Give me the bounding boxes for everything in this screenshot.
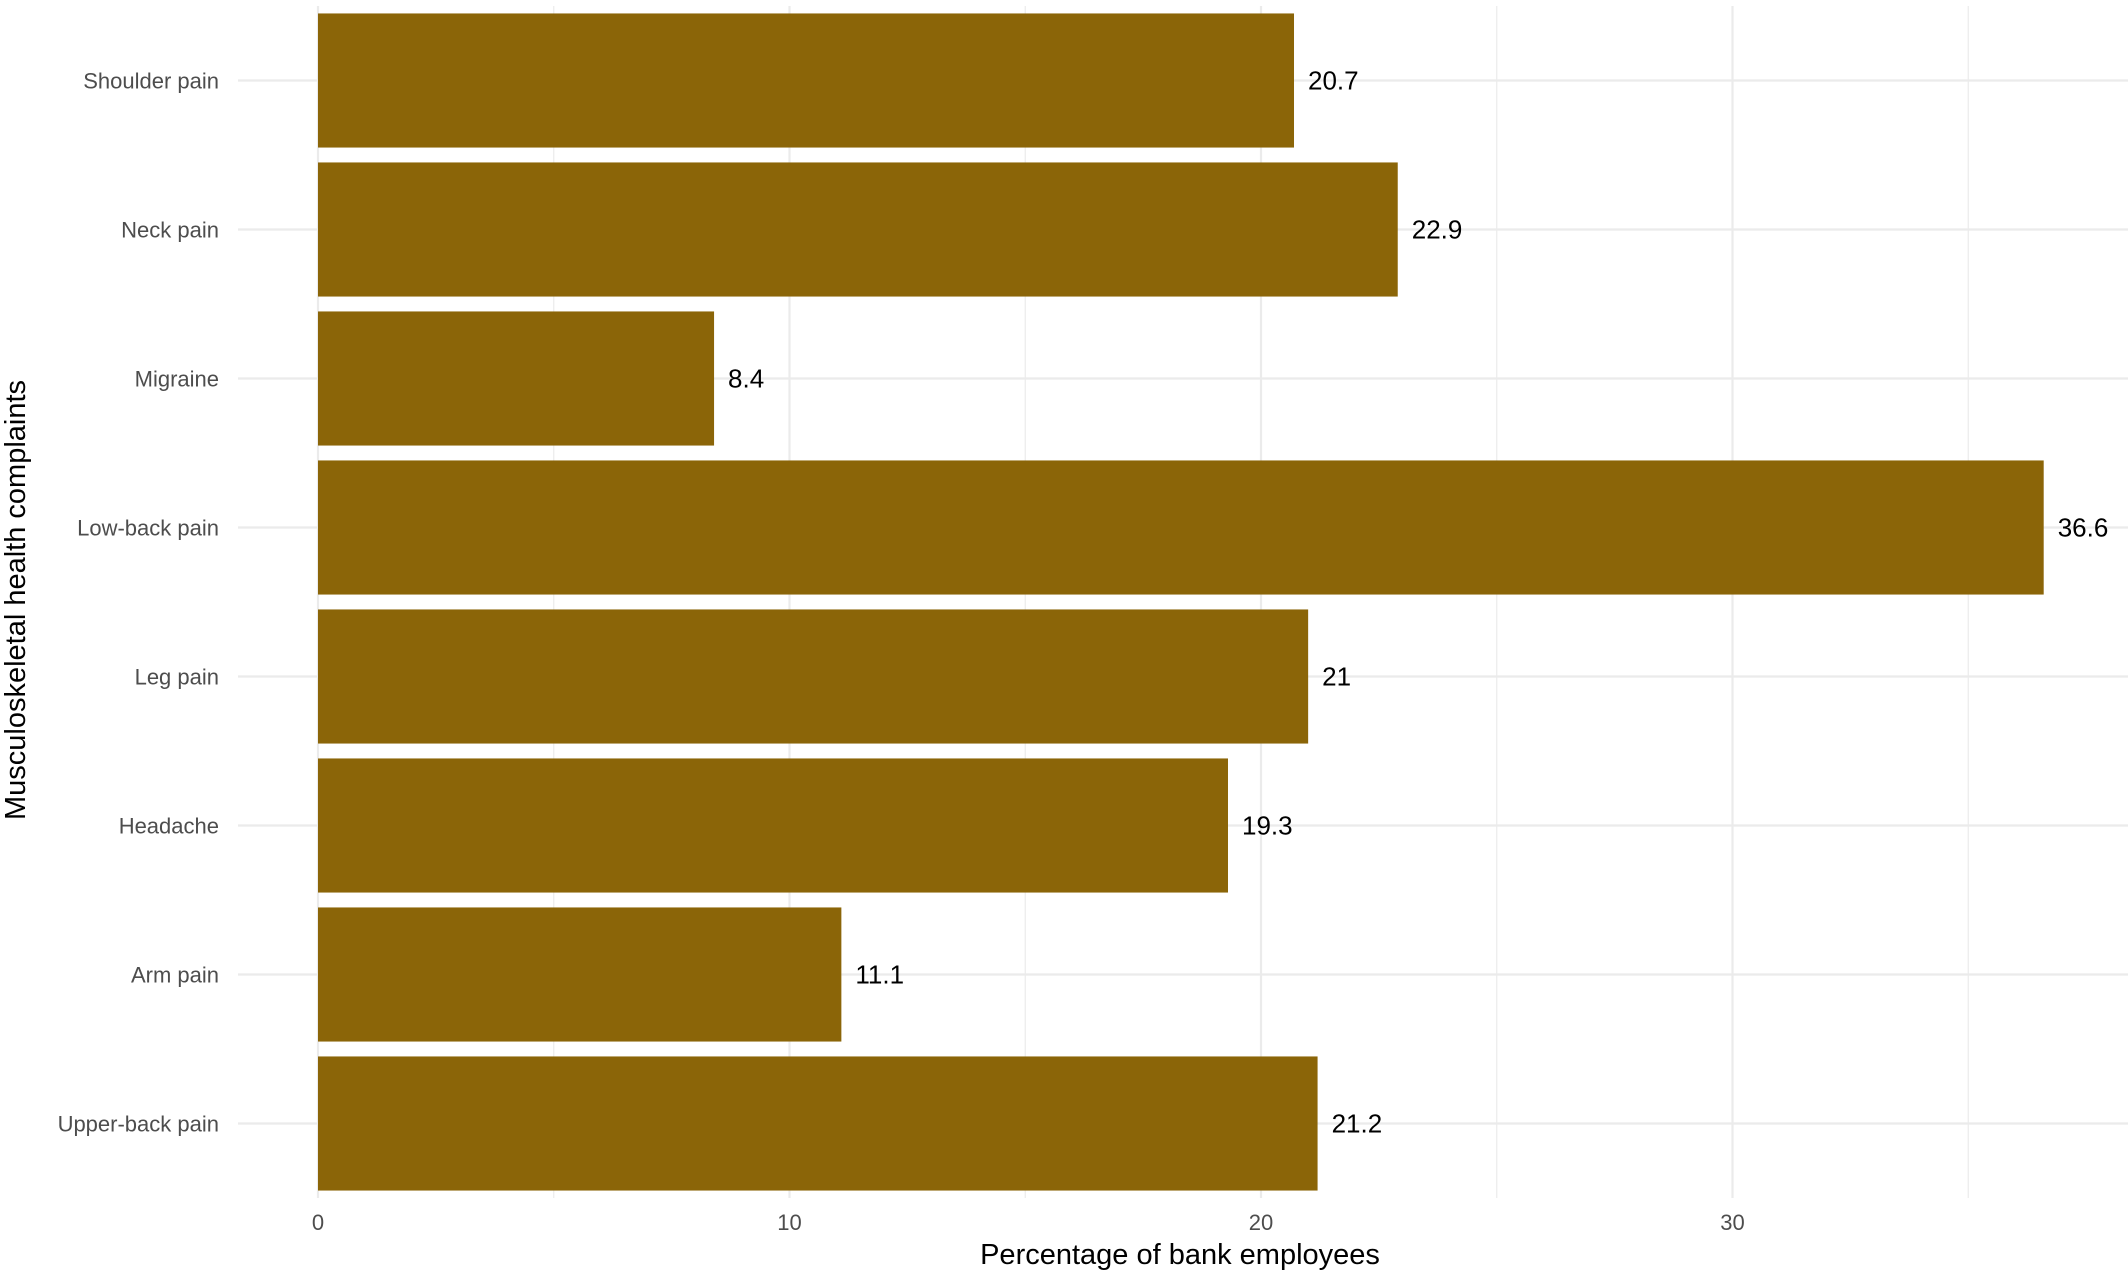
y-tick-label: Leg pain [135,665,219,690]
bar [318,1056,1318,1191]
data-label: 19.3 [1242,811,1293,841]
data-label: 20.7 [1308,66,1359,96]
data-label: 21.2 [1332,1109,1383,1139]
data-label: 11.1 [855,960,904,990]
data-labels: 21.2 11.1 19.3 21 36.6 8.4 22.9 20.7 [728,66,2108,1139]
bar [318,907,842,1042]
y-tick-label: Arm pain [131,963,219,988]
data-label: 36.6 [2058,513,2109,543]
y-tick-label: Shoulder pain [83,69,219,94]
x-tick-label: 30 [1720,1210,1744,1235]
bar [318,758,1228,893]
y-tick-label: Neck pain [121,218,219,243]
bars [318,13,2044,1191]
x-axis-title: Percentage of bank employees [980,1239,1380,1271]
y-tick-label: Upper-back pain [58,1112,219,1137]
x-tick-labels: 0 10 20 30 [312,1210,1745,1235]
data-label: 22.9 [1412,215,1463,245]
x-tick-label: 20 [1249,1210,1273,1235]
y-tick-labels: Upper-back pain Arm pain Headache Leg pain L… [58,69,219,1137]
y-tick-label: Migraine [135,367,219,392]
data-label: 8.4 [728,364,764,394]
bar [318,311,715,446]
y-axis-title: Musculoskeletal health complaints [0,380,32,820]
y-tick-label: Low-back pain [77,516,219,541]
y-tick-label: Headache [119,814,219,839]
bar [318,609,1309,744]
x-tick-label: 10 [777,1210,801,1235]
x-tick-label: 0 [312,1210,324,1235]
bar [318,460,2044,595]
bar [318,13,1295,148]
data-label: 21 [1322,662,1351,692]
bar [318,162,1398,297]
